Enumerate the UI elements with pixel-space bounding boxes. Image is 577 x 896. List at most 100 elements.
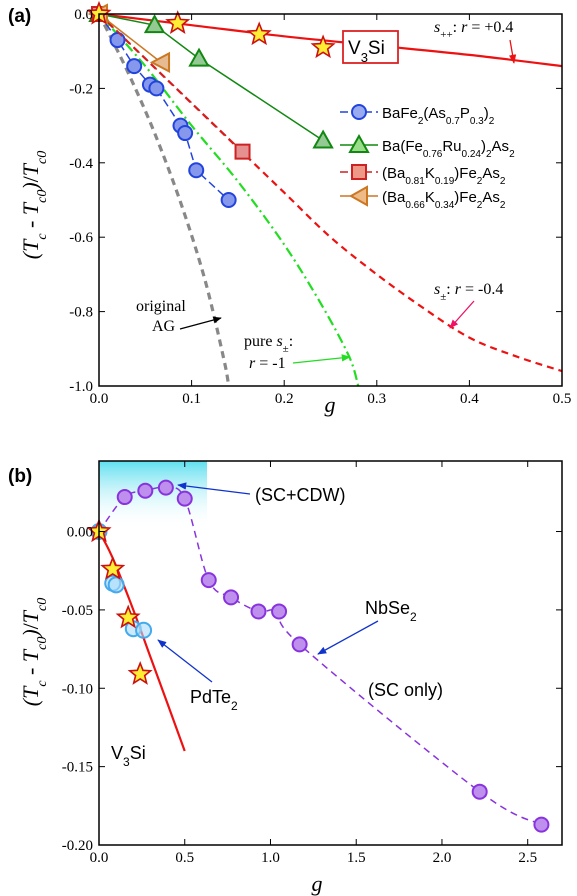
data-point bbox=[126, 58, 143, 75]
x-tick-label: 0.3 bbox=[367, 391, 386, 407]
data-point bbox=[107, 576, 125, 594]
data-point bbox=[127, 661, 153, 685]
data-point bbox=[310, 34, 336, 59]
data-point bbox=[234, 143, 251, 160]
y-tick-label: -0.15 bbox=[62, 760, 93, 776]
y-tick-label: -0.20 bbox=[62, 838, 93, 854]
pdte2-label: PdTe2 bbox=[190, 687, 238, 713]
theory-curve bbox=[99, 14, 231, 386]
panel-a-frame bbox=[98, 13, 563, 387]
nbse2-arrow bbox=[317, 620, 379, 655]
x-tick-label: 1.0 bbox=[261, 850, 280, 866]
data-point bbox=[246, 21, 272, 46]
x-tick-label: 0.0 bbox=[90, 850, 109, 866]
panel-a-series bbox=[86, 0, 336, 208]
y-tick-label: -0.2 bbox=[69, 81, 93, 97]
x-tick-label: 0.2 bbox=[275, 391, 294, 407]
data-point bbox=[135, 621, 153, 639]
data-point bbox=[100, 555, 126, 580]
data-point bbox=[250, 603, 267, 620]
nbse2-label: NbSe2 bbox=[365, 598, 417, 624]
panel-a-xlabel: g bbox=[325, 392, 336, 417]
legend-item-bak019: (Ba0.81K0.19)Fe2As2 bbox=[340, 164, 506, 187]
legend-label-bak019: (Ba0.81K0.19)Fe2As2 bbox=[382, 165, 506, 187]
series-line bbox=[98, 13, 324, 142]
series-line bbox=[98, 13, 162, 63]
x-tick-label: 0.1 bbox=[182, 391, 201, 407]
y-tick-label: -0.8 bbox=[69, 305, 93, 321]
data-point bbox=[165, 10, 191, 34]
pure-s-arrow bbox=[292, 354, 351, 364]
panel-a-ylabel: (Tc - Tc0)/Tc0 bbox=[18, 151, 50, 260]
data-point bbox=[137, 482, 154, 499]
x-tick-label: 0.5 bbox=[553, 391, 572, 407]
panel-b-label: (b) bbox=[8, 466, 32, 487]
data-point bbox=[271, 603, 288, 620]
original-ag-arrow bbox=[179, 316, 222, 330]
data-point bbox=[148, 80, 165, 97]
x-tick-label: 0.0 bbox=[90, 391, 109, 407]
x-tick-label: 1.5 bbox=[347, 850, 366, 866]
pdte2-arrow bbox=[157, 639, 213, 683]
legend-item-bafe2asp: BaFe2(As0.7P0.3)2 bbox=[340, 104, 495, 127]
panel-b-series bbox=[86, 479, 550, 833]
s-pp-label: s++: r = +0.4 bbox=[434, 19, 513, 41]
pure-s-r-label: r = -1 bbox=[249, 355, 286, 372]
y-tick-label: 0.00 bbox=[67, 525, 93, 541]
data-point bbox=[200, 572, 217, 589]
data-point bbox=[188, 162, 205, 179]
legend-item-bafe-ru: Ba(Fe0.76Ru0.24)2As2 bbox=[340, 133, 515, 160]
v3si-b-label: V3Si bbox=[111, 743, 146, 769]
pure-s-label: pure s±: bbox=[244, 333, 293, 355]
legend-label-bafe-ru: Ba(Fe0.76Ru0.24)2As2 bbox=[382, 138, 515, 160]
legend-panel-a: BaFe2(As0.7P0.3)2 Ba(Fe0.76Ru0.24)2As2 (… bbox=[340, 104, 515, 211]
y-tick-label: -0.10 bbox=[62, 681, 93, 697]
data-point bbox=[312, 129, 334, 149]
data-point bbox=[116, 489, 133, 506]
data-point bbox=[188, 47, 210, 67]
panel-b-ylabel: (Tc - Tc0)/Tc0 bbox=[18, 598, 50, 707]
legend-label-bak034: (Ba0.66K0.34)Fe2As2 bbox=[382, 189, 506, 211]
data-point bbox=[109, 32, 126, 49]
x-tick-label: 0.5 bbox=[175, 850, 194, 866]
s-pm-label: s±: r = -0.4 bbox=[434, 281, 503, 303]
x-tick-label: 2.0 bbox=[433, 850, 452, 866]
data-point bbox=[149, 51, 171, 74]
y-tick-label: 0.0 bbox=[74, 7, 93, 23]
y-tick-label: -0.4 bbox=[69, 156, 93, 172]
y-tick-label: -0.6 bbox=[69, 230, 93, 246]
panel-a-ticks: 0.0 0.1 0.2 0.3 0.4 0.5 0.0 -0.2 -0.4 -0.6 -0.8 -1.… bbox=[69, 7, 571, 407]
data-point bbox=[291, 636, 308, 653]
y-tick-label: -0.05 bbox=[62, 603, 93, 619]
sc-cdw-label: (SC+CDW) bbox=[255, 485, 346, 505]
panel-a-label: (a) bbox=[8, 6, 31, 27]
original-ag-label: original bbox=[136, 298, 186, 315]
series-line bbox=[98, 486, 542, 826]
panel-b-curves bbox=[99, 530, 186, 752]
series-line bbox=[98, 13, 244, 153]
data-point bbox=[177, 125, 194, 142]
sc-only-label: (SC only) bbox=[368, 680, 443, 700]
data-point bbox=[533, 816, 550, 833]
x-tick-label: 2.5 bbox=[518, 850, 537, 866]
data-point bbox=[176, 490, 193, 507]
y-tick-label: -1.0 bbox=[69, 379, 93, 395]
data-point bbox=[157, 479, 174, 496]
data-point bbox=[223, 589, 240, 606]
s-pp-arrow bbox=[509, 39, 517, 64]
data-point bbox=[115, 604, 141, 629]
original-ag-label-2: AG bbox=[152, 318, 176, 335]
theory-curve bbox=[99, 14, 360, 386]
data-point bbox=[471, 783, 488, 800]
panel-b: (b) 0.0 0.5 1.0 1.5 2.0 2.5 0.00 -0.05 -0.10 -0.1… bbox=[8, 460, 563, 896]
sc-cdw-arrow bbox=[177, 482, 251, 495]
panel-b-frame bbox=[98, 460, 563, 846]
v3si-box bbox=[342, 30, 399, 64]
panel-b-ticks: 0.0 0.5 1.0 1.5 2.0 2.5 0.00 -0.05 -0.10 -0.15 -0.… bbox=[62, 461, 562, 866]
panel-b-xlabel: g bbox=[312, 871, 323, 896]
series-line bbox=[98, 13, 230, 201]
legend-label-bafe2asp: BaFe2(As0.7P0.3)2 bbox=[382, 105, 495, 127]
panel-a: (a) 0.0 0.1 0.2 0.3 0.4 0.5 0.0 -0.2 -0.4 -0.6 -0.… bbox=[8, 0, 571, 417]
legend-item-bak034: (Ba0.66K0.34)Fe2As2 bbox=[340, 185, 506, 211]
